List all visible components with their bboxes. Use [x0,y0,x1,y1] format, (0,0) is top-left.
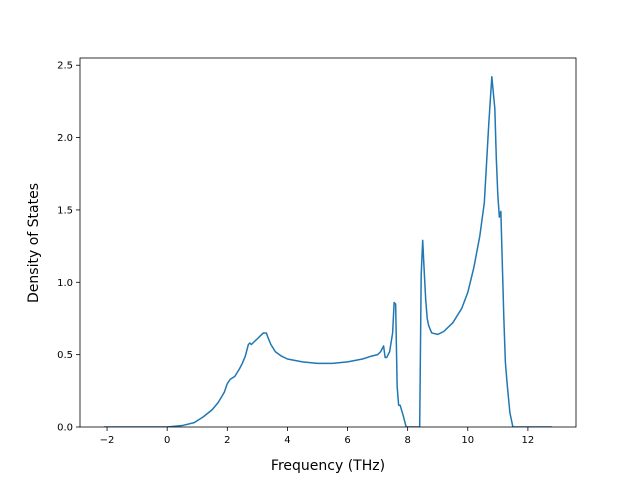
x-tick-label: 2 [224,435,230,446]
axes-frame [79,57,577,428]
y-tick-label: 2.0 [57,133,73,144]
x-tick-label: 10 [461,435,474,446]
x-tick-label: 0 [164,435,170,446]
x-axis-ticks: −2 0 2 4 6 8 10 12 [100,427,535,446]
y-tick-label: 1.5 [57,205,73,216]
x-tick-label: −2 [100,435,115,446]
y-tick-label: 0.0 [57,423,73,434]
x-tick-label: 6 [344,435,350,446]
x-axis-label: Frequency (THz) [271,458,385,474]
y-axis-ticks: 0.0 0.5 1.0 1.5 2.0 2.5 [57,61,80,434]
y-tick-label: 2.5 [57,61,73,72]
y-tick-label: 1.0 [57,278,73,289]
dos-series-line [104,76,552,427]
y-axis-label: Density of States [26,183,42,303]
plot-area [79,57,577,428]
x-tick-label: 8 [404,435,410,446]
x-tick-label: 4 [284,435,290,446]
y-tick-label: 0.5 [57,350,73,361]
x-tick-label: 12 [522,435,535,446]
